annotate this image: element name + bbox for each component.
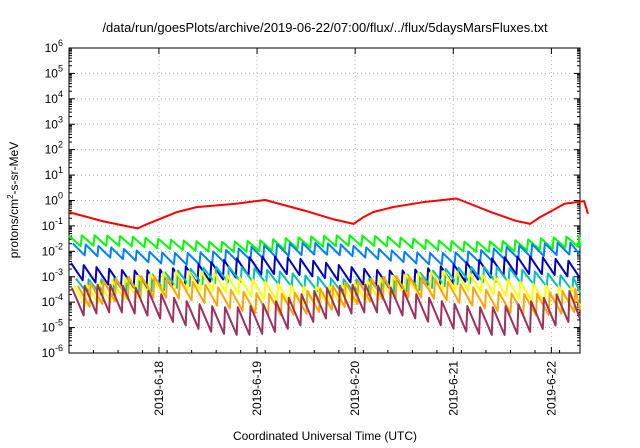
y-axis-label: protons/cm2-s-sr-MeV (6, 142, 21, 258)
y-tick-label: 10-4 (42, 292, 63, 309)
y-tick-label: 100 (45, 191, 63, 208)
series-line-3 (72, 241, 581, 266)
x-tick-label: 2019-6-19 (250, 361, 264, 416)
x-tick-label: 2019-6-18 (152, 361, 166, 416)
y-tick-label: 10-3 (42, 267, 63, 284)
series-line-8 (70, 283, 581, 336)
x-axis: 2019-6-18 2019-6-19 2019-6-20 2019-6-21 2019… (68, 48, 561, 416)
x-axis-label: Coordinated Universal Time (UTC) (233, 429, 417, 443)
x-tick-label: 2019-6-21 (446, 361, 460, 416)
x-tick-label: 2019-6-22 (544, 361, 558, 416)
y-tick-label: 102 (45, 140, 63, 157)
series-line-5 (75, 265, 581, 296)
grid (69, 48, 580, 353)
series-group (68, 197, 589, 336)
y-tick-label: 106 (45, 38, 63, 55)
y-tick-label: 103 (45, 114, 63, 131)
y-tick-label: 10-2 (42, 241, 63, 258)
series-line-2 (68, 234, 581, 253)
y-tick-label: 10-5 (42, 318, 63, 335)
y-tick-label: 105 (45, 63, 63, 80)
y-tick-label: 10-1 (42, 216, 63, 233)
series-line-7 (76, 275, 581, 317)
y-tick-label: 104 (45, 89, 63, 106)
y-axis: 10-6 10-5 10-4 10-3 10-2 10-1 100 101 102 103 104 1… (42, 38, 580, 360)
x-tick-label: 2019-6-20 (348, 361, 362, 416)
chart-title: /data/run/goesPlots/archive/2019-06-22/0… (102, 20, 548, 35)
y-tick-label: 101 (45, 165, 63, 182)
series-line-1 (68, 197, 589, 230)
y-tick-label: 10-6 (42, 343, 63, 360)
